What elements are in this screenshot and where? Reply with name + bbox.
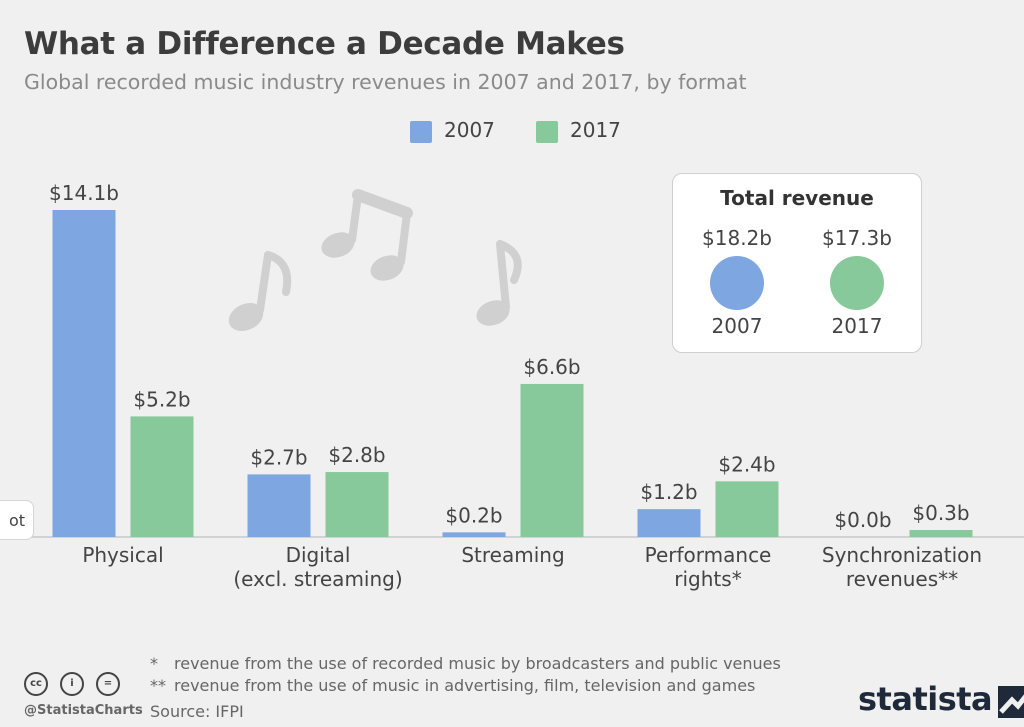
total-revenue-box: Total revenue $18.2b 2007 $17.3b 2017 [672, 173, 922, 353]
no-derivatives-icon: = [96, 672, 120, 696]
bar-3-2017 [715, 481, 779, 537]
legend-swatch-2007 [410, 121, 432, 143]
statista-logo-icon [998, 686, 1024, 718]
footnote-1-text: revenue from the use of recorded music b… [174, 654, 781, 673]
bar-2-2017 [520, 383, 584, 537]
total-year-2007: 2007 [711, 314, 763, 338]
music-note-icon-left [228, 251, 292, 332]
bar-1-2017 [325, 472, 389, 537]
total-value-2017: $17.3b [822, 226, 892, 250]
category-label: rights* [674, 567, 741, 591]
category-label: Digital [286, 543, 351, 567]
side-tab-label: ot [8, 511, 25, 530]
footnote-1-mark: * [150, 654, 158, 673]
statista-logo[interactable]: statista [858, 680, 1024, 718]
cc-icon: cc [24, 672, 48, 696]
total-revenue-title: Total revenue [720, 186, 874, 210]
total-dot-2007 [710, 256, 764, 310]
chart-subtitle: Global recorded music industry revenues … [24, 70, 747, 94]
total-revenue-2017: $17.3b 2017 [807, 226, 907, 338]
total-year-2017: 2017 [831, 314, 883, 338]
bar-value-label: $2.7b [250, 445, 307, 469]
source-note: Source: IFPI [150, 702, 244, 721]
music-note-icon-center [321, 189, 413, 281]
category-label: Physical [82, 543, 163, 567]
category-label: Performance [645, 543, 772, 567]
legend-label-2017: 2017 [570, 118, 621, 142]
music-note-icon-right [476, 240, 522, 326]
category-label: Streaming [461, 543, 564, 567]
bar-value-label: $6.6b [523, 355, 580, 379]
category-label: (excl. streaming) [233, 567, 402, 591]
bar-value-label: $0.3b [912, 501, 969, 525]
side-tab[interactable]: ot [0, 500, 34, 540]
social-handle[interactable]: @StatistaCharts [24, 703, 143, 718]
bars-group [52, 210, 973, 537]
bar-4-2017 [909, 530, 973, 537]
total-dot-2017 [830, 256, 884, 310]
bar-3-2007 [637, 509, 701, 537]
attribution-icon: i [60, 672, 84, 696]
bar-value-label: $0.0b [834, 508, 891, 532]
total-value-2007: $18.2b [702, 226, 772, 250]
footnote-2-text: revenue from the use of music in adverti… [174, 676, 756, 695]
legend-label-2007: 2007 [444, 118, 495, 142]
bar-value-label: $2.4b [718, 452, 775, 476]
bar-value-label: $2.8b [328, 443, 385, 467]
chart-title: What a Difference a Decade Makes [24, 26, 625, 62]
brand-name: statista [858, 680, 993, 718]
bar-value-label: $14.1b [49, 181, 119, 205]
footnotes: * revenue from the use of recorded music … [150, 653, 781, 697]
total-revenue-2007: $18.2b 2007 [687, 226, 787, 338]
bar-labels-group: $14.1b $5.2b $2.7b $2.8b $0.2b $6.6b $1.2b $2.4… [49, 181, 970, 532]
bar-0-2007 [52, 210, 116, 537]
bar-0-2017 [130, 416, 194, 537]
bar-2-2007 [442, 532, 506, 537]
footnote-1: * revenue from the use of recorded music … [150, 653, 781, 675]
bar-value-label: $5.2b [133, 387, 190, 411]
category-label: Synchronization [822, 543, 982, 567]
footnote-2: ** revenue from the use of music in adver… [150, 675, 781, 697]
bar-1-2007 [247, 474, 311, 537]
legend-swatch-2017 [536, 121, 558, 143]
bar-value-label: $0.2b [445, 503, 502, 527]
category-label: revenues** [846, 567, 958, 591]
bar-value-label: $1.2b [640, 480, 697, 504]
category-labels-group: Physical Digital(excl. streaming) Streamin… [82, 543, 982, 591]
footnote-2-mark: ** [150, 676, 166, 695]
